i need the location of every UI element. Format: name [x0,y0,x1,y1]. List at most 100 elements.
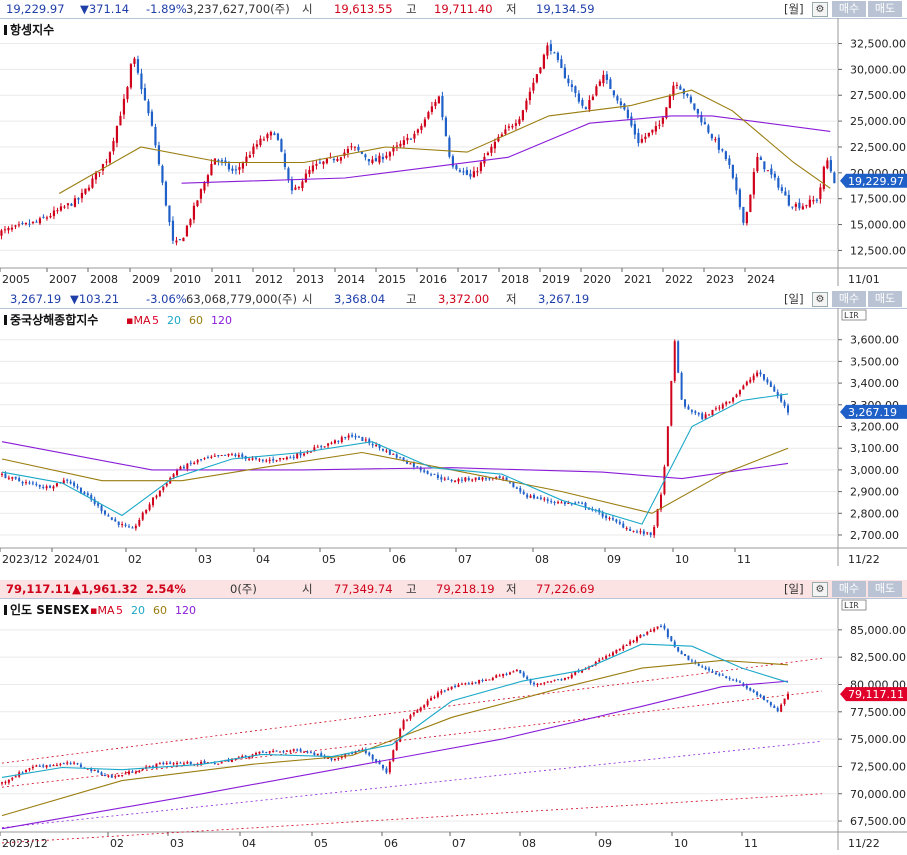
candle-body [622,523,625,528]
candle-body [117,775,120,777]
candle-body [783,698,786,704]
candle-body [591,96,594,101]
candle-body [618,648,621,651]
candle-body [351,434,354,437]
y-tick-label: 82,500.00 [850,651,906,664]
candle-body [0,230,3,236]
candle-body [493,141,497,149]
x-tick-label: 2010 [173,273,201,286]
candle-body [632,530,635,532]
candle-body [28,768,31,770]
candle-body [119,115,122,126]
candle-body [121,524,124,526]
y-tick-label: 30,000.00 [850,63,906,76]
price-header: 3,267.19 ▼103.21 -3.06% 63,068,779,000(주… [0,290,907,309]
candle-body [52,486,55,489]
sell-button[interactable]: 매도 [868,1,902,17]
candle-body [73,762,76,764]
y-tick-label: 2,800.00 [850,507,899,520]
x-tick-label: 2021 [624,273,652,286]
candle-body [292,456,295,458]
moving-average-line [1,643,789,778]
sell-button[interactable]: 매도 [868,581,902,597]
buy-button[interactable]: 매수 [832,1,866,17]
candle-body [584,107,587,109]
candle-body [476,171,479,173]
gear-icon[interactable]: ⚙ [812,292,828,307]
open-value: 19,613.55 [334,2,393,16]
candle-body [508,672,511,675]
candle-body [105,161,108,163]
period-selector[interactable]: [일] [784,292,804,306]
candle-body [42,486,45,488]
candle-body [406,137,409,141]
candle-body [684,399,687,407]
period-selector[interactable]: [월] [784,2,804,16]
candle-body [539,683,542,685]
legend-item: 20 [167,314,181,327]
candle-body [512,482,515,488]
trend-line [1,740,823,829]
candle-body [93,499,96,504]
candle-body [471,682,474,684]
chart-title: 중국상해종합지수 [10,312,98,327]
candle-body [21,222,24,224]
candle-body [528,91,531,101]
candle-body [117,521,120,525]
candle-body [556,52,559,60]
candle-body [675,84,678,86]
candle-body [457,478,460,482]
candle-body [206,457,209,459]
candle-body [696,108,699,114]
candle-body [1,473,3,475]
candle-body [714,139,717,141]
candle-body [710,134,713,139]
candle-body [103,510,106,515]
candle-body [330,442,333,444]
candle-body [147,101,150,114]
candle-body [325,158,329,164]
candle-body [780,704,783,712]
low-label: 저 [506,582,517,596]
y-tick-label: 22,500.00 [850,141,906,154]
candle-body [406,461,409,464]
candle-body [361,436,364,442]
candle-body [780,395,783,402]
buy-button[interactable]: 매수 [832,581,866,597]
y-tick-label: 75,000.00 [850,733,906,746]
x-tick-label: 2014 [337,273,365,286]
candle-body [172,763,175,765]
candle-body [375,444,378,446]
gear-icon[interactable]: ⚙ [812,2,828,17]
candle-body [381,448,384,451]
candle-body [749,379,752,383]
candle-body [292,749,295,751]
candle-body [546,45,549,56]
legend-item: 20 [131,604,145,617]
candle-body [378,155,381,163]
candle-body [409,463,412,465]
candle-body [474,477,477,480]
candle-body [210,163,213,176]
candle-body [35,765,38,767]
panel-shanghai: 3,267.19 ▼103.21 -3.06% 63,068,779,000(주… [0,290,907,577]
candle-body [385,768,388,773]
candle-body [419,707,422,711]
candle-body [512,671,515,673]
period-selector[interactable]: [일] [784,582,804,596]
gear-icon[interactable]: ⚙ [812,582,828,597]
candle-body [227,760,230,762]
candle-body [179,466,182,471]
sell-button[interactable]: 매도 [868,291,902,307]
x-tick-label: 03 [170,837,184,850]
candle-body [535,74,538,83]
candle-body [536,683,539,685]
trend-line [1,657,823,764]
candle-body [690,410,693,412]
candle-body [141,768,144,771]
candle-body [521,110,524,121]
candle-body [515,669,518,672]
buy-button[interactable]: 매수 [832,291,866,307]
candle-body [697,663,700,666]
price-header: 79,117.11 ▲1,961.32 2.54% 0(주) 시 77,349.… [0,580,907,599]
